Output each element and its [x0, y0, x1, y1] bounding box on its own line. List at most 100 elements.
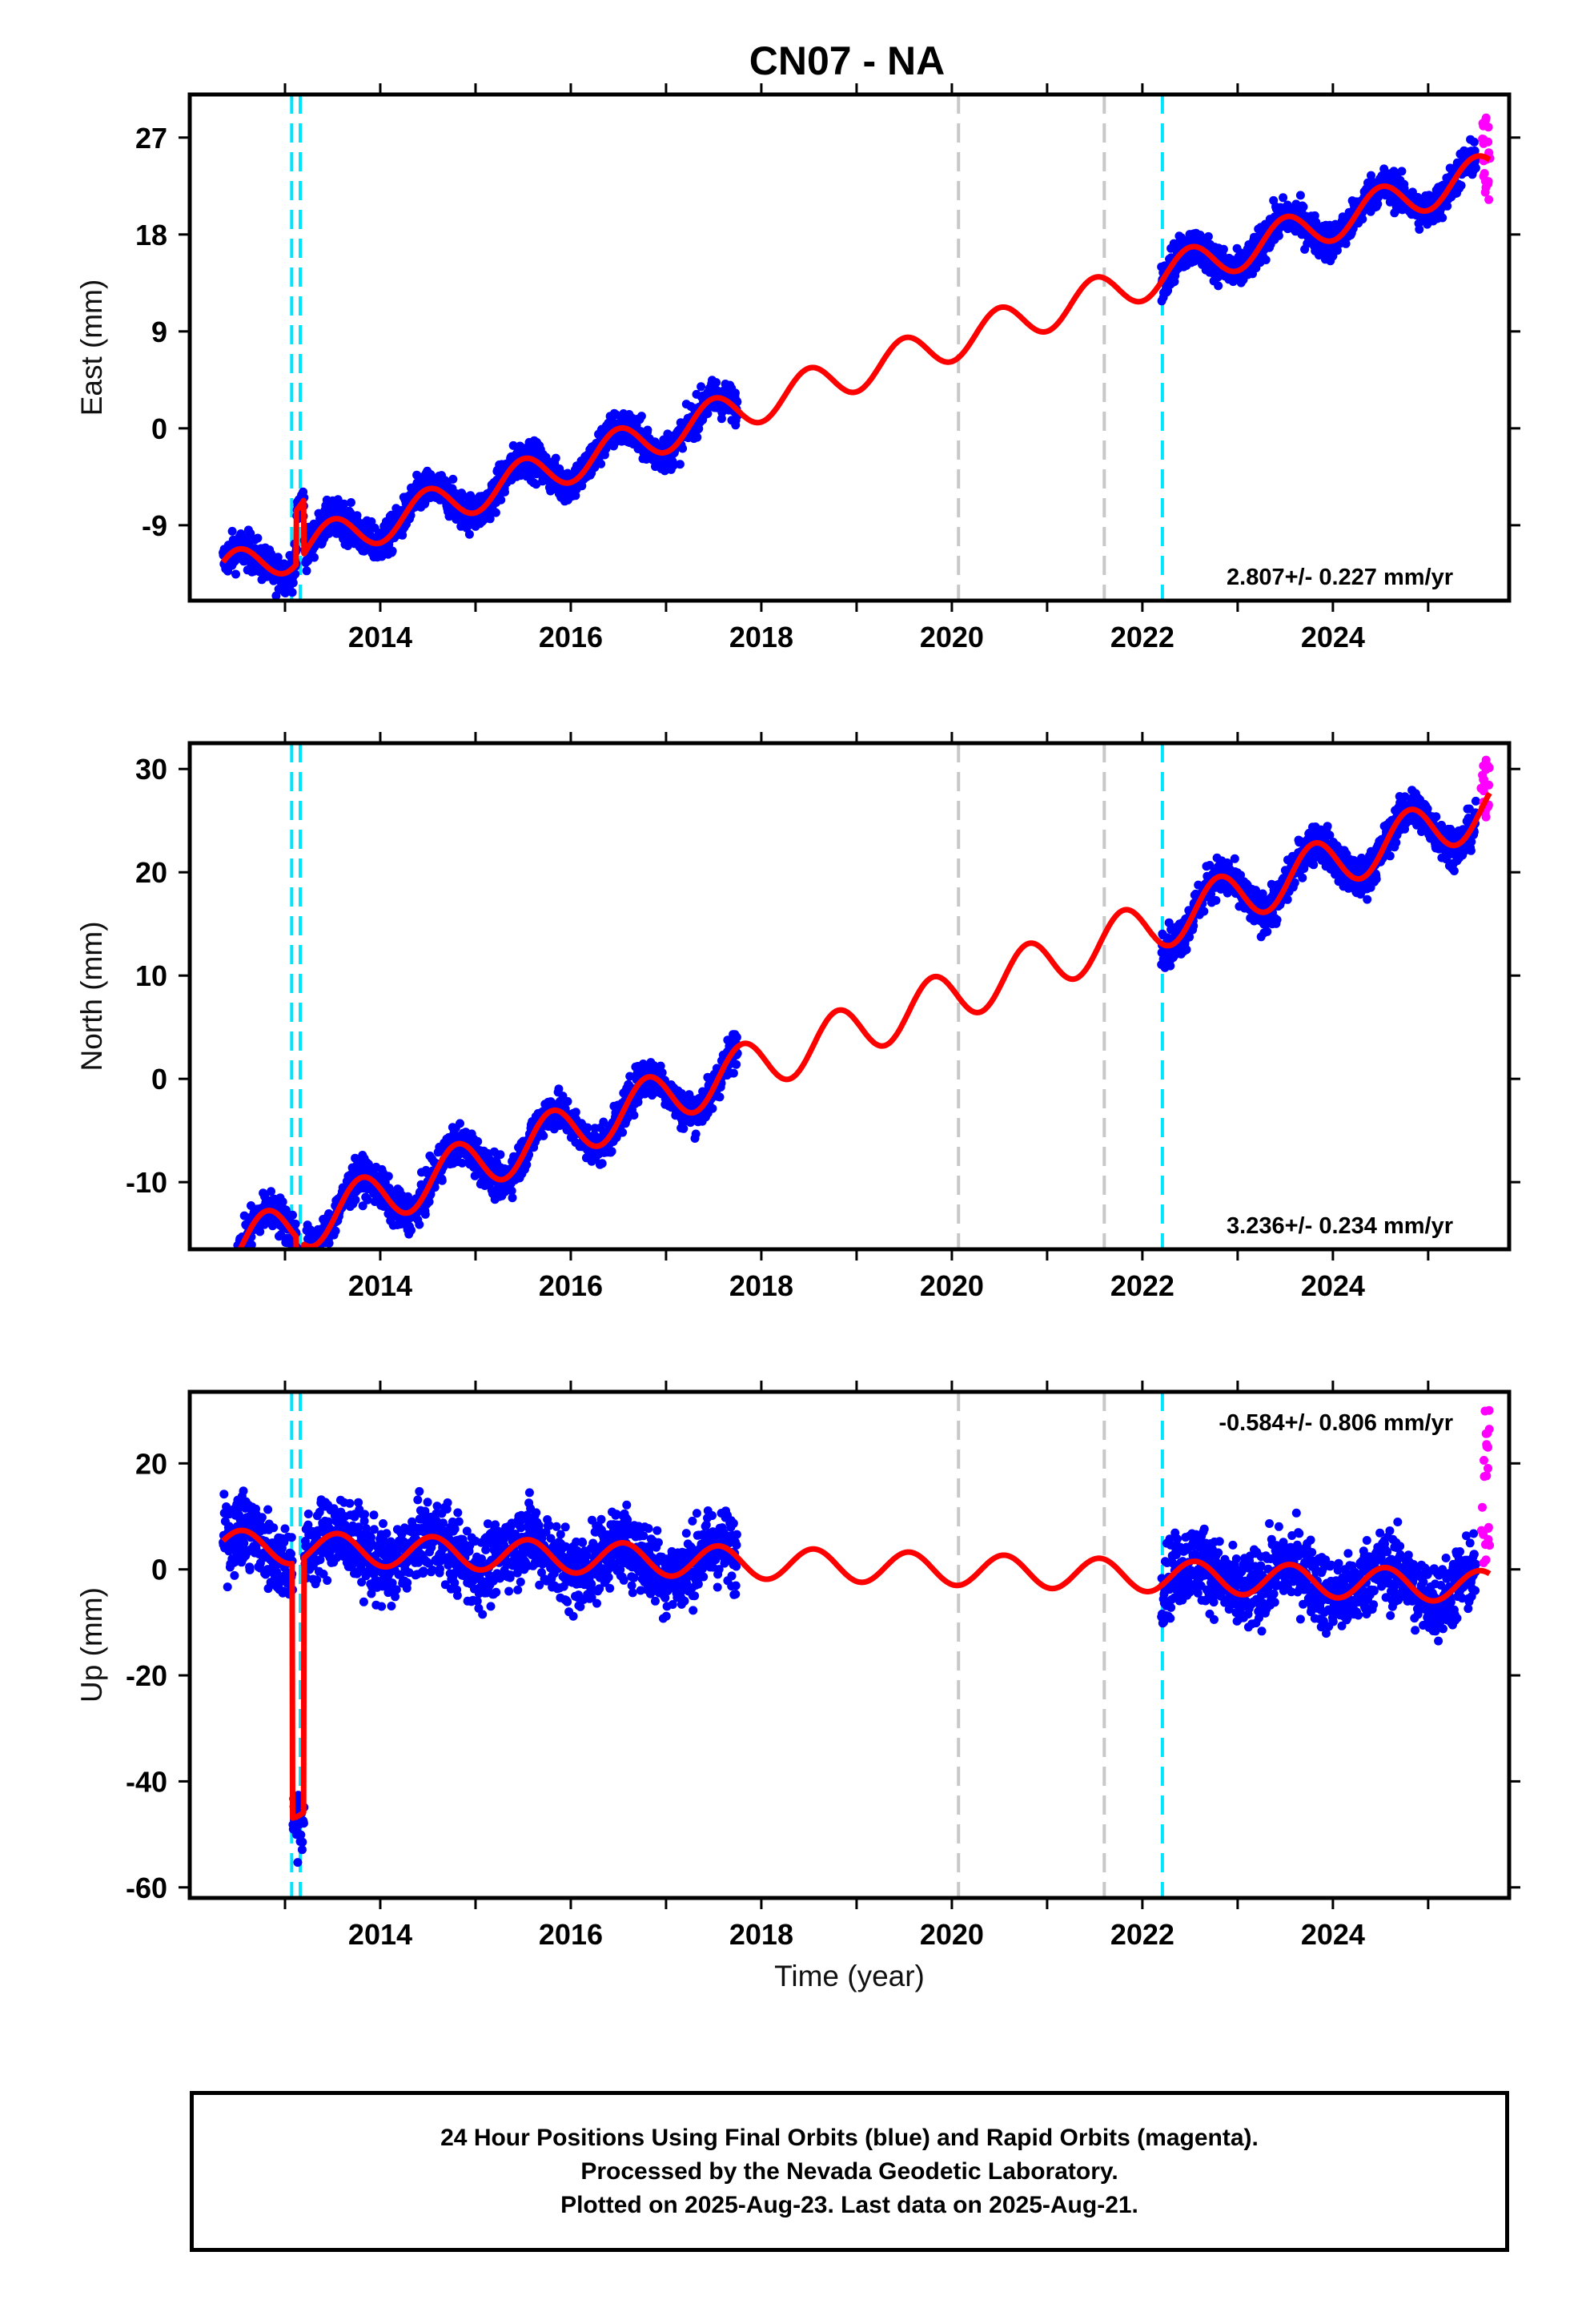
data-point — [1358, 215, 1367, 224]
data-point — [473, 1136, 483, 1146]
figure-title: CN07 - NA — [749, 38, 945, 83]
rapid-point — [1478, 135, 1488, 143]
data-point — [299, 1260, 307, 1269]
data-point — [313, 1253, 322, 1262]
data-point — [1219, 244, 1228, 254]
data-point — [415, 1220, 424, 1229]
data-point — [358, 1201, 367, 1211]
data-point — [596, 459, 606, 468]
data-point — [577, 481, 587, 491]
data-point — [233, 1260, 242, 1269]
data-point — [273, 553, 283, 562]
data-point — [338, 506, 347, 516]
data-point — [679, 1124, 689, 1133]
data-point — [1182, 945, 1191, 955]
data-point — [297, 1265, 306, 1273]
data-point — [223, 1261, 232, 1270]
data-point — [1397, 167, 1407, 176]
data-point — [703, 409, 713, 418]
data-point — [238, 1254, 247, 1263]
data-point — [1272, 915, 1282, 925]
data-point — [227, 1265, 236, 1274]
data-point — [712, 378, 721, 388]
data-point — [1283, 895, 1292, 904]
data-point — [221, 1279, 230, 1288]
data-point — [678, 444, 688, 453]
data-point — [309, 1256, 318, 1265]
data-point — [1295, 191, 1305, 200]
data-point — [383, 1172, 393, 1181]
data-point — [420, 1209, 430, 1219]
data-point — [295, 1275, 304, 1284]
data-point — [1471, 163, 1480, 173]
data-point — [304, 1256, 313, 1265]
data-point — [1341, 239, 1351, 248]
y-tick-label: 0 — [151, 412, 167, 445]
data-point — [352, 511, 362, 521]
data-point — [539, 1131, 548, 1140]
data-point — [294, 1253, 303, 1262]
data-point — [508, 1193, 517, 1203]
data-point — [267, 1187, 275, 1196]
data-point — [1263, 927, 1272, 936]
data-point — [691, 1129, 701, 1139]
data-point — [222, 1259, 231, 1268]
data-point — [551, 453, 560, 463]
data-point — [1214, 281, 1223, 291]
data-point — [219, 1259, 228, 1268]
data-point — [295, 1262, 303, 1271]
data-point — [1298, 873, 1307, 883]
data-point — [1456, 181, 1466, 191]
data-point — [228, 1256, 237, 1265]
data-point — [231, 1266, 240, 1275]
data-point — [226, 1279, 235, 1288]
data-point — [1469, 137, 1479, 147]
data-point — [227, 1250, 236, 1259]
data-point — [221, 1255, 230, 1264]
data-point — [303, 1257, 311, 1266]
data-point — [232, 1265, 241, 1273]
data-point — [295, 1257, 303, 1266]
data-point — [231, 569, 240, 579]
data-point — [496, 1150, 505, 1160]
data-point — [347, 498, 355, 507]
y-tick-label: 18 — [135, 219, 167, 251]
data-point — [288, 578, 298, 588]
data-point — [693, 432, 702, 442]
data-point — [237, 1255, 246, 1264]
data-point — [636, 412, 646, 421]
data-point — [1367, 171, 1375, 180]
data-point — [1363, 895, 1372, 904]
model-fit-curve — [220, 153, 1492, 577]
plot-frame — [187, 92, 1512, 603]
data-point — [715, 1092, 725, 1102]
data-point — [232, 1254, 241, 1263]
data-point — [224, 1269, 233, 1277]
data-point — [1299, 202, 1308, 211]
data-point — [230, 1271, 239, 1280]
data-point — [729, 1068, 738, 1078]
data-point — [1211, 895, 1221, 905]
data-point — [220, 1270, 229, 1279]
y-tick-label: 9 — [151, 316, 167, 348]
data-point — [228, 1277, 237, 1285]
data-point — [255, 1227, 265, 1236]
data-point — [294, 1258, 303, 1267]
rapid-point — [1479, 171, 1488, 181]
data-point — [657, 1068, 667, 1077]
data-point — [448, 474, 458, 484]
data-point — [1274, 231, 1283, 240]
data-point — [643, 425, 652, 435]
data-point — [296, 1256, 305, 1265]
data-point — [229, 1262, 238, 1271]
data-point — [230, 1272, 239, 1281]
data-point — [317, 1253, 326, 1262]
data-point — [299, 1261, 308, 1269]
data-point — [387, 546, 397, 556]
data-point — [231, 1251, 240, 1260]
data-point — [1438, 213, 1447, 223]
data-point — [278, 1197, 287, 1207]
data-point — [310, 553, 319, 562]
